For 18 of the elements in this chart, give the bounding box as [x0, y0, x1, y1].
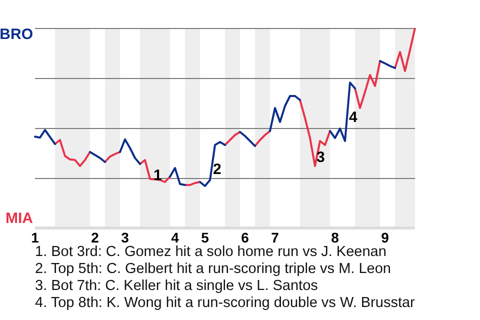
x-tick-label: 4 — [171, 229, 180, 246]
x-tick-label: 7 — [271, 229, 280, 246]
text: 3. Bot 7th: C. Keller hit a single vs L. Santos — [35, 278, 319, 295]
text: 4. Top 8th: K. Wong hit a run-scoring double vs W. Brusstar — [35, 295, 415, 312]
x-tick-label: 9 — [381, 229, 390, 246]
text: BRO — [0, 26, 34, 44]
x-tick-label: 8 — [331, 229, 340, 246]
annotation: 2 — [213, 161, 222, 178]
x-tick-label: 2 — [91, 229, 100, 246]
x-tick-label: 3 — [121, 229, 130, 246]
text: 1. Bot 3rd: C. Gomez hit a solo home run vs J. Keenan — [35, 244, 388, 261]
text: 2. Top 5th: C. Gelbert hit a run-scoring triple vs M. Leon — [35, 261, 392, 278]
annotation: 4 — [349, 109, 358, 126]
x-tick-label: 6 — [241, 229, 250, 246]
annotation: 3 — [316, 149, 325, 166]
x-tick-label: 1 — [31, 229, 40, 246]
text: MIA — [6, 210, 34, 228]
x-tick-label: 5 — [201, 229, 210, 246]
